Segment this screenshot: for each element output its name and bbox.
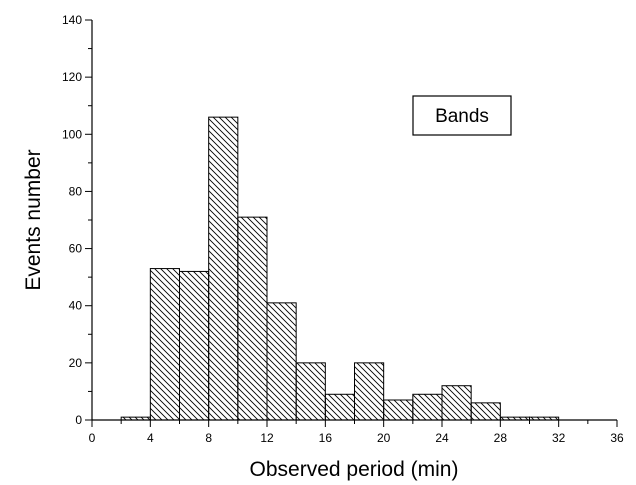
x-ticks-group: 0 4 8 12 16 20 24 28 32 36	[89, 420, 624, 445]
histogram-bar	[412, 393, 443, 421]
bars-group	[120, 116, 560, 421]
x-tick-label: 24	[435, 431, 449, 445]
y-tick-label: 60	[69, 242, 83, 256]
histogram-bar	[324, 393, 356, 421]
x-tick-label: 32	[552, 431, 566, 445]
y-ticks-group: 0 20 40 60 80 100 120 140	[62, 13, 92, 427]
histogram-bar	[237, 216, 268, 421]
y-tick-label: 40	[69, 299, 83, 313]
histogram-bar	[470, 402, 501, 421]
histogram-bar	[441, 385, 472, 421]
x-tick-label: 8	[205, 431, 212, 445]
legend: Bands	[412, 95, 512, 136]
y-tick-label: 120	[62, 70, 82, 84]
histogram-bar	[149, 268, 180, 421]
x-tick-label: 20	[377, 431, 391, 445]
legend-box	[412, 95, 512, 136]
histogram-bar	[179, 270, 210, 421]
histogram-bar	[266, 302, 297, 421]
legend-label: Bands	[435, 106, 489, 127]
x-tick-label: 4	[147, 431, 154, 445]
y-tick-label: 100	[62, 127, 82, 141]
x-tick-label: 12	[260, 431, 274, 445]
x-tick-label: 16	[319, 431, 333, 445]
histogram-bar	[354, 362, 385, 421]
y-tick-label: 20	[69, 356, 83, 370]
histogram-bar	[208, 116, 239, 421]
x-tick-label: 28	[494, 431, 508, 445]
y-axis-title: Events number	[22, 149, 45, 290]
x-tick-label: 36	[610, 431, 624, 445]
y-tick-label: 0	[75, 413, 82, 427]
y-tick-label: 140	[62, 13, 82, 27]
histogram-bar	[383, 399, 414, 421]
y-tick-label: 80	[69, 184, 83, 198]
x-axis-title: Observed period (min)	[250, 458, 459, 481]
histogram-bar	[295, 362, 326, 421]
x-tick-label: 0	[89, 431, 96, 445]
